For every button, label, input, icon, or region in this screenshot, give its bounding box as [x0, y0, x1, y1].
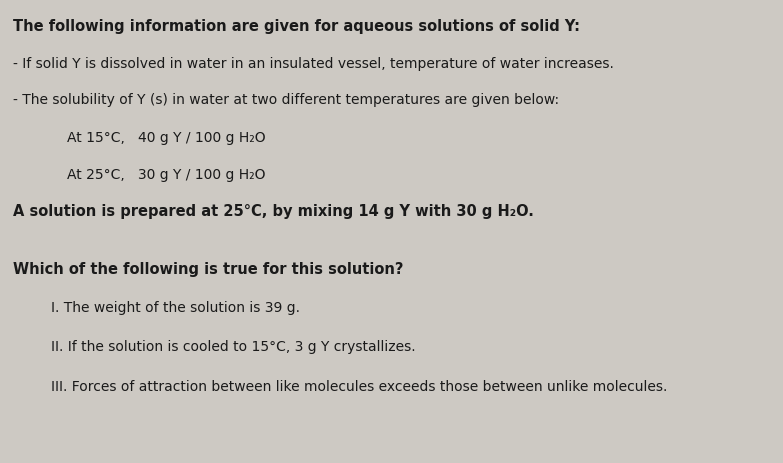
- Text: The following information are given for aqueous solutions of solid Y:: The following information are given for …: [13, 19, 579, 34]
- Text: A solution is prepared at 25°C, by mixing 14 g Y with 30 g H₂O.: A solution is prepared at 25°C, by mixin…: [13, 204, 533, 219]
- Text: At 15°C,   40 g Y / 100 g H₂O: At 15°C, 40 g Y / 100 g H₂O: [67, 131, 265, 144]
- Text: - The solubility of Y (s) in water at two different temperatures are given below: - The solubility of Y (s) in water at tw…: [13, 93, 558, 106]
- Text: III. Forces of attraction between like molecules exceeds those between unlike mo: III. Forces of attraction between like m…: [51, 379, 667, 393]
- Text: At 25°C,   30 g Y / 100 g H₂O: At 25°C, 30 g Y / 100 g H₂O: [67, 168, 265, 181]
- Text: - If solid Y is dissolved in water in an insulated vessel, temperature of water : - If solid Y is dissolved in water in an…: [13, 56, 613, 70]
- Text: Which of the following is true for this solution?: Which of the following is true for this …: [13, 262, 403, 276]
- Text: II. If the solution is cooled to 15°C, 3 g Y crystallizes.: II. If the solution is cooled to 15°C, 3…: [51, 339, 416, 353]
- Text: I. The weight of the solution is 39 g.: I. The weight of the solution is 39 g.: [51, 300, 300, 314]
